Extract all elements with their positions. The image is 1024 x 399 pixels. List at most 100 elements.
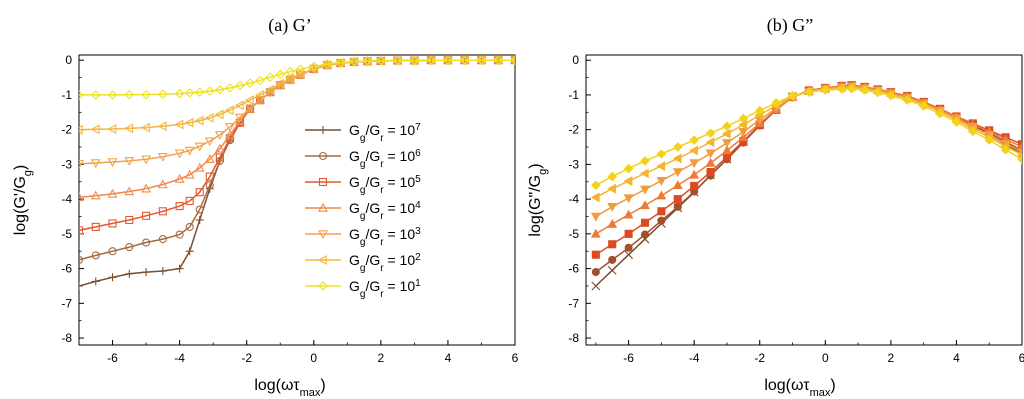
panel-a-data-point <box>186 247 194 255</box>
panel-b-data-point <box>723 130 730 138</box>
panel-a-axes: -6 -4 -2 0 2 4 60-1-2-3-4-5-6-7-8 <box>61 53 518 365</box>
legend-label: Gg/Gr = 106 <box>349 148 421 170</box>
legend-entry: Gg/Gr = 103 <box>305 226 421 248</box>
legend-entry: Gg/Gr = 102 <box>305 252 421 274</box>
panel-b-x-tick-label: 6 <box>1019 351 1024 365</box>
panel-a-series <box>75 56 519 290</box>
panel-b-data-point <box>674 203 681 210</box>
panel-b-data-point <box>707 138 714 146</box>
panel-b-data-point <box>625 177 632 185</box>
panel-b-data-point <box>707 150 715 157</box>
legend-entry: Gg/Gr = 107 <box>305 122 421 144</box>
panel-b-data-point <box>723 140 731 147</box>
panel-b-y-tick-label: -2 <box>568 123 579 137</box>
panel-b-y-tick-label: -5 <box>568 227 579 241</box>
panel-b-data-point <box>723 122 731 130</box>
legend-label: Gg/Gr = 101 <box>349 278 421 300</box>
panel-b-data-point <box>690 136 698 144</box>
panel-b-data-point <box>658 217 665 224</box>
panel-b-data-point <box>592 181 600 189</box>
panel-b-data-point <box>723 153 730 160</box>
panel-a-y-tick-label: -6 <box>61 262 72 276</box>
panel-a-data-point <box>125 270 133 278</box>
panel-b-data-point <box>625 195 633 202</box>
panel-a-title: (a) G’ <box>268 15 311 36</box>
legend-marker <box>319 126 327 134</box>
panel-b-data-point <box>690 160 698 167</box>
panel-b-data-point <box>608 185 615 193</box>
panel-b-data-point <box>690 147 697 155</box>
panel-b-y-tick-label: -7 <box>568 296 579 310</box>
panel-a-y-tick-label: -7 <box>61 296 72 310</box>
panel-a-legend: Gg/Gr = 107 Gg/Gr = 106 Gg/Gr = 105 Gg/Gr =… <box>305 122 421 300</box>
panel-a-series-2 <box>76 57 519 234</box>
panel-b-series-line <box>596 85 1022 255</box>
panel-b-data-point <box>625 230 632 237</box>
panel-b-y-tick-label: -6 <box>568 262 579 276</box>
legend-entry: Gg/Gr = 104 <box>305 200 421 222</box>
panel-a-data-point <box>196 216 204 224</box>
panel-a-data-point <box>92 277 100 285</box>
panel-a-series-line <box>79 60 515 230</box>
panel-b-data-point <box>657 192 665 199</box>
panel-b-y-tick-label: -4 <box>568 192 579 206</box>
panel-a-plot-frame <box>79 55 515 345</box>
panel-a-data-point <box>142 268 150 276</box>
panel-b-x-tick-label: -6 <box>623 351 634 365</box>
panel-b-data-point <box>691 182 698 189</box>
panel-b-data-point <box>625 251 633 259</box>
panel-b-data-point <box>592 193 599 201</box>
legend-entry: Gg/Gr = 101 <box>305 278 421 300</box>
legend-label: Gg/Gr = 102 <box>349 252 421 274</box>
panel-b-data-point <box>609 256 616 263</box>
panel-b-series-1 <box>592 82 1024 276</box>
panel-a-data-point <box>109 273 117 281</box>
panel-b-y-axis-label: log(G"/Gg) <box>527 163 549 236</box>
panel-b-data-point <box>608 204 616 211</box>
panel-b-y-tick-label: 0 <box>572 53 579 67</box>
panel-b-series-line <box>596 89 1022 186</box>
panel-b-loss-modulus-chart: (b) G” log(G"/Gg) log(ωτmax) -6 -4 -2 0 2 4 6 0… <box>527 15 1024 399</box>
panel-b-data-point <box>625 211 633 218</box>
panel-b-data-point <box>707 169 714 176</box>
legend-label: Gg/Gr = 103 <box>349 226 421 248</box>
panel-a-storage-modulus-chart: (a) G’ log(G'/Gg) log(ωτmax) -6 -4 -2 0 2 4 6 0… <box>12 15 519 399</box>
panel-b-data-point <box>657 162 664 170</box>
panel-a-x-tick-label: -4 <box>174 351 185 365</box>
panel-b-data-point <box>657 150 665 158</box>
panel-a-y-tick-label: -1 <box>61 88 72 102</box>
panel-b-x-tick-label: 0 <box>822 351 829 365</box>
panel-a-data-point <box>75 282 83 290</box>
panel-b-data-point <box>641 186 649 193</box>
panel-a-x-tick-label: 0 <box>310 351 317 365</box>
legend-label: Gg/Gr = 105 <box>349 174 421 196</box>
panel-a-y-axis-label: log(G'/Gg) <box>12 165 34 236</box>
panel-a-series-0 <box>75 56 519 290</box>
panel-b-series-4 <box>592 83 1024 220</box>
panel-a-x-tick-label: -6 <box>107 351 118 365</box>
legend-entry: Gg/Gr = 105 <box>305 174 421 196</box>
panel-b-data-point <box>608 220 616 227</box>
panel-b-data-point <box>674 196 681 203</box>
panel-b-x-axis-label: log(ωτmax) <box>764 377 835 399</box>
panel-b-x-tick-label: 2 <box>888 351 895 365</box>
panel-a-y-tick-label: -4 <box>61 192 72 206</box>
panel-a-x-tick-label: 6 <box>512 351 519 365</box>
panel-a-x-axis-label: log(ωτmax) <box>254 377 325 399</box>
panel-b-series-6 <box>592 85 1024 190</box>
legend-label: Gg/Gr = 107 <box>349 122 421 144</box>
panel-b-title: (b) G” <box>767 15 813 36</box>
panel-b-data-point <box>592 230 600 237</box>
panel-b-series <box>592 81 1024 290</box>
panel-b-data-point <box>625 165 633 173</box>
panel-b-data-point <box>609 241 616 248</box>
panel-a-x-tick-label: -2 <box>241 351 252 365</box>
panel-b-data-point <box>642 219 649 226</box>
panel-b-data-point <box>592 213 600 220</box>
panel-b-data-point <box>592 282 600 290</box>
panel-b-y-tick-label: -8 <box>568 331 579 345</box>
panel-b-data-point <box>674 143 682 151</box>
legend-entry: Gg/Gr = 106 <box>305 148 421 170</box>
panel-a-y-tick-label: 0 <box>65 53 72 67</box>
panel-a-x-tick-label: 2 <box>378 351 385 365</box>
